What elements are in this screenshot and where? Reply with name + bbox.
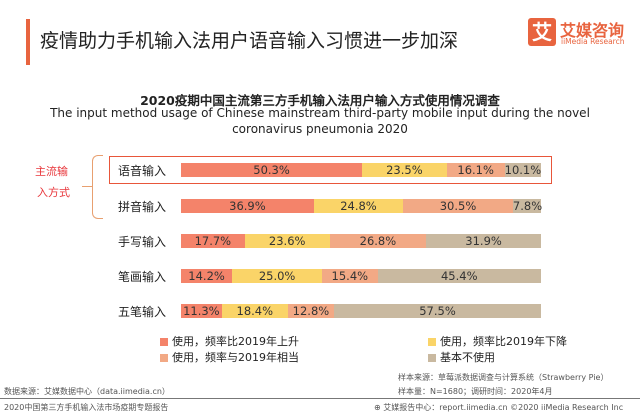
- bar-segment: 15.4%: [322, 269, 378, 283]
- page-title: 疫情助力手机输入法用户语音输入习惯进一步加深: [40, 30, 459, 52]
- sample-source: 样本来源：草莓派数据调查与计算系统（Strawberry Pie）: [398, 373, 609, 382]
- legend-item-decrease: 使用，频率比2019年下降: [428, 333, 567, 349]
- legend-label: 基本不使用: [440, 351, 495, 364]
- annotation-bracket: [92, 155, 103, 219]
- copyright: ⊕ 艾媒报告中心：report.iimedia.cn ©2020 iiMedia…: [374, 402, 623, 413]
- bar-segment: 57.5%: [334, 304, 541, 318]
- data-source: 数据来源：艾媒数据中心（data.iimedia.cn）: [4, 387, 170, 396]
- category-label: 语音输入: [118, 164, 167, 178]
- bar-segment: 18.4%: [221, 304, 288, 318]
- legend-item-unused: 基本不使用: [428, 349, 495, 365]
- legend-swatch: [428, 338, 436, 346]
- annotation-line2: 入方式: [37, 186, 70, 199]
- footer-divider: [0, 398, 640, 399]
- bar-segment: 24.8%: [313, 199, 404, 213]
- data-label: 16.1%: [457, 163, 494, 177]
- copyright-text: 艾媒报告中心：report.iimedia.cn ©2020 iiMedia R…: [383, 403, 624, 412]
- logo-text-en: iiMedia Research: [561, 37, 625, 46]
- chart-subtitle-line2: coronavirus pneumonia 2020: [232, 122, 408, 136]
- bar-segment: 45.4%: [377, 269, 541, 283]
- data-label: 23.6%: [268, 234, 306, 248]
- bar-segment: 50.3%: [181, 163, 363, 177]
- data-label: 30.5%: [439, 199, 477, 213]
- category-label: 拼音输入: [118, 200, 167, 214]
- logo-mark: 艾: [528, 18, 556, 46]
- bar-segment: 14.2%: [181, 269, 233, 283]
- data-label: 11.3%: [183, 304, 220, 318]
- data-label: 10.1%: [504, 163, 542, 177]
- data-label: 12.8%: [292, 304, 330, 318]
- category-label: 笔画输入: [118, 270, 167, 284]
- logo-text-cn: 艾媒咨询: [560, 21, 625, 40]
- category-label: 手写输入: [118, 235, 167, 249]
- data-label: 18.4%: [236, 304, 274, 318]
- sample-size: 样本量：N=1680；调研时间：2020年4月: [398, 387, 553, 396]
- bar-segment: 12.8%: [287, 304, 334, 318]
- bar-segment: 36.9%: [181, 199, 314, 213]
- data-label: 36.9%: [229, 199, 266, 213]
- bar-segment: 16.1%: [446, 163, 505, 177]
- data-label: 25.0%: [258, 269, 296, 283]
- bar-segment: 31.9%: [426, 234, 541, 248]
- data-label: 31.9%: [465, 234, 502, 248]
- legend-swatch: [428, 354, 436, 362]
- data-label: 45.4%: [440, 269, 478, 283]
- legend-swatch: [160, 354, 168, 362]
- data-label: 15.4%: [331, 269, 369, 283]
- highlight-box: [109, 156, 552, 184]
- title-accent-bar: [26, 19, 30, 65]
- data-label: 17.7%: [194, 234, 232, 248]
- data-label: 7.8%: [512, 199, 543, 213]
- data-label: 24.8%: [340, 199, 377, 213]
- globe-icon: ⊕: [374, 403, 384, 412]
- annotation-bracket-tick: [82, 186, 92, 187]
- data-label: 14.2%: [188, 269, 225, 283]
- bar-segment: 26.8%: [329, 234, 427, 248]
- bar-segment: 30.5%: [403, 199, 513, 213]
- bar-segment: 7.8%: [512, 199, 543, 213]
- report-name: 2020中国第三方手机输入法市场疫期专题报告: [4, 403, 169, 412]
- data-label: 26.8%: [359, 234, 397, 248]
- data-label: 23.5%: [386, 163, 423, 177]
- chart-title: 2020疫期中国主流第三方手机输入法用户输入方式使用情况调查: [140, 93, 500, 108]
- bar-segment: 23.5%: [362, 163, 447, 177]
- bar-segment: 23.6%: [244, 234, 330, 248]
- legend-swatch: [160, 338, 168, 346]
- bar-segment: 25.0%: [232, 269, 323, 283]
- bar-segment: 17.7%: [181, 234, 245, 248]
- bar-segment: 11.3%: [181, 304, 222, 318]
- legend-item-increase: 使用，频率比2019年上升: [160, 333, 299, 349]
- legend-label: 使用，频率与2019年相当: [172, 351, 299, 364]
- annotation-line1: 主流输: [35, 165, 68, 178]
- legend-label: 使用，频率比2019年上升: [172, 335, 299, 348]
- data-label: 50.3%: [253, 163, 290, 177]
- bar-segment: 10.1%: [504, 163, 542, 177]
- chart-subtitle-line1: The input method usage of Chinese mainst…: [50, 106, 590, 120]
- legend-item-same: 使用，频率与2019年相当: [160, 349, 299, 365]
- legend-label: 使用，频率比2019年下降: [440, 335, 567, 348]
- data-label: 57.5%: [419, 304, 456, 318]
- category-label: 五笔输入: [118, 305, 167, 319]
